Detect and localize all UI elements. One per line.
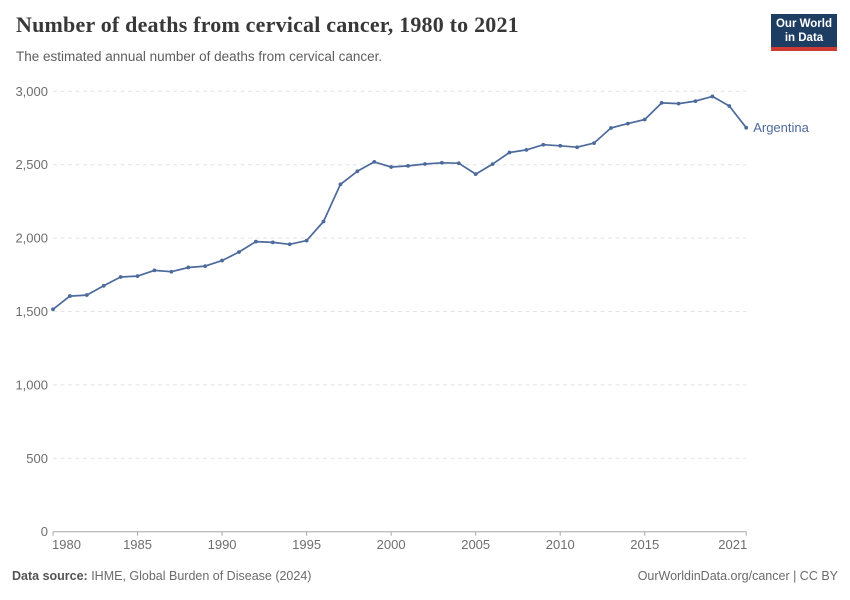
x-axis-tick-label: 2015 (630, 537, 659, 552)
data-point[interactable] (304, 238, 309, 243)
data-point[interactable] (456, 161, 461, 166)
x-axis-tick-label: 1990 (208, 537, 237, 552)
y-axis-tick-label: 500 (26, 451, 48, 466)
data-source-text: Data source: IHME, Global Burden of Dise… (12, 569, 311, 583)
y-axis-tick-label: 2,500 (15, 157, 48, 172)
chart-subtitle: The estimated annual number of deaths fr… (16, 49, 383, 64)
x-axis-tick-label: 1995 (292, 537, 321, 552)
data-point[interactable] (744, 125, 749, 130)
data-point[interactable] (152, 268, 157, 273)
data-point[interactable] (592, 141, 596, 146)
series-entity-label[interactable]: Argentina (753, 120, 809, 135)
data-point[interactable] (253, 239, 258, 244)
data-point[interactable] (676, 101, 681, 106)
data-point[interactable] (406, 163, 410, 168)
owid-logo[interactable]: Our World in Data (771, 14, 837, 51)
series-line (52, 95, 748, 311)
data-point[interactable] (524, 147, 529, 152)
chart-title: Number of deaths from cervical cancer, 1… (16, 12, 519, 37)
x-axis-tick-label: 2021 (718, 537, 747, 552)
y-axis-tick-label: 3,000 (15, 84, 48, 99)
data-point[interactable] (51, 307, 55, 312)
data-point[interactable] (473, 172, 478, 176)
data-point[interactable] (186, 265, 191, 270)
data-point[interactable] (237, 250, 241, 254)
license-link[interactable]: OurWorldinData.org/cancer | CC BY (637, 569, 838, 583)
data-point[interactable] (439, 160, 444, 165)
data-point[interactable] (541, 142, 546, 147)
owid-logo-red-bar (771, 47, 837, 51)
y-axis-tick-label: 0 (41, 524, 48, 539)
x-axis-tick-label: 1985 (123, 537, 152, 552)
data-point[interactable] (693, 99, 698, 104)
data-point[interactable] (389, 165, 394, 169)
data-point[interactable] (642, 117, 647, 122)
data-point[interactable] (625, 121, 630, 126)
data-point[interactable] (321, 219, 326, 224)
x-axis-tick-label: 2005 (461, 537, 490, 552)
data-source-value: IHME, Global Burden of Disease (2024) (87, 569, 312, 583)
line-chart[interactable]: 0 500 1,000 1,500 2,000 2,500 3,000 1980 1985 199… (0, 80, 850, 560)
data-point[interactable] (287, 242, 292, 247)
data-point[interactable] (710, 94, 715, 99)
data-source-label: Data source: (12, 569, 88, 583)
data-point[interactable] (203, 264, 208, 269)
data-point[interactable] (68, 294, 72, 298)
data-point[interactable] (423, 162, 427, 166)
data-point[interactable] (558, 143, 563, 148)
data-point[interactable] (490, 162, 495, 167)
data-point[interactable] (101, 283, 106, 288)
x-axis-tick-label: 1980 (52, 537, 81, 552)
data-point[interactable] (355, 169, 360, 174)
data-point[interactable] (507, 150, 512, 155)
owid-logo-line2: in Data (784, 32, 824, 44)
data-point[interactable] (169, 269, 174, 274)
data-point[interactable] (727, 104, 732, 108)
data-point[interactable] (118, 275, 123, 279)
data-point[interactable] (659, 100, 664, 105)
owid-logo-line1: Our World (775, 18, 832, 30)
data-point[interactable] (575, 145, 580, 150)
data-point[interactable] (338, 182, 343, 187)
data-point[interactable] (270, 240, 275, 245)
y-axis-tick-label: 2,000 (15, 231, 48, 246)
y-axis-tick-label: 1,500 (15, 304, 48, 319)
x-axis-tick-label: 2000 (377, 537, 406, 552)
owid-logo-box: Our World in Data (771, 14, 837, 47)
data-point[interactable] (372, 160, 377, 164)
data-point[interactable] (135, 274, 140, 279)
data-point[interactable] (609, 126, 613, 130)
data-point[interactable] (220, 258, 224, 263)
x-axis-tick-label: 2010 (546, 537, 575, 552)
data-point[interactable] (84, 293, 89, 297)
y-axis-tick-label: 1,000 (15, 377, 48, 392)
